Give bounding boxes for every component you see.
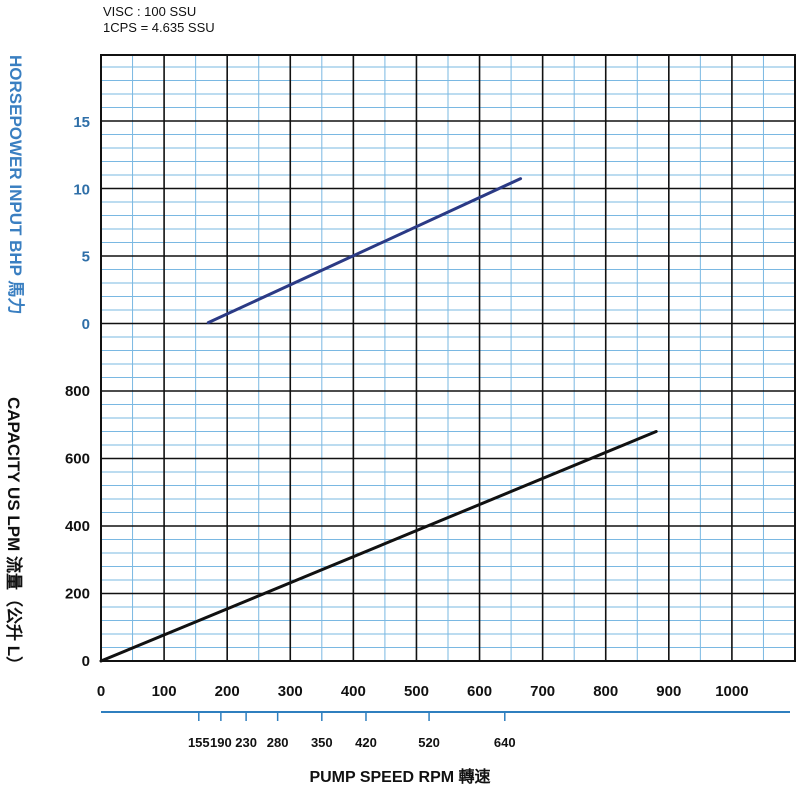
rpm-axis-label: PUMP SPEED RPM 轉速 xyxy=(309,767,490,786)
plot-frame xyxy=(100,54,796,662)
x-tick-label: 300 xyxy=(278,683,303,700)
horsepower-tick-label: 15 xyxy=(73,114,90,131)
cps-conversion-note: 1CPS = 4.635 SSU xyxy=(103,20,215,35)
x-tick-label: 500 xyxy=(404,683,429,700)
x-tick-label: 400 xyxy=(341,683,366,700)
rpm-tick-label: 350 xyxy=(311,735,333,750)
rpm-tick-label: 520 xyxy=(418,735,440,750)
rpm-tick-label: 280 xyxy=(267,735,289,750)
horsepower-series-line xyxy=(206,177,523,325)
capacity-tick-label: 800 xyxy=(65,383,90,400)
x-tick-label: 700 xyxy=(530,683,555,700)
tick-labels: 0 100 200 300 400 500 600 700 800 900 100002004006… xyxy=(65,114,790,750)
horsepower-tick-label: 10 xyxy=(73,181,90,198)
capacity-tick-label: 600 xyxy=(65,451,90,468)
x-tick-label: 100 xyxy=(152,683,177,700)
x-tick-label: 200 xyxy=(215,683,240,700)
x-tick-label: 800 xyxy=(593,683,618,700)
capacity-axis-label: CAPACITY US LPM 流量（公升 L） xyxy=(4,397,24,673)
x-tick-label: 900 xyxy=(656,683,681,700)
viscosity-note: VISC : 100 SSU xyxy=(103,4,196,19)
rpm-tick-label: 640 xyxy=(494,735,516,750)
x-tick-label: 600 xyxy=(467,683,492,700)
capacity-series-line xyxy=(99,430,658,663)
capacity-tick-label: 0 xyxy=(82,653,90,670)
horsepower-tick-label: 0 xyxy=(82,316,90,333)
rpm-tick-label: 230 xyxy=(235,735,257,750)
x-tick-label: 1000 xyxy=(715,683,748,700)
rpm-tick-label: 155 xyxy=(188,735,210,750)
capacity-tick-label: 200 xyxy=(65,586,90,603)
horsepower-tick-label: 5 xyxy=(82,249,90,266)
capacity-tick-label: 400 xyxy=(65,518,90,535)
x-tick-label: 0 xyxy=(97,683,105,700)
rpm-tick-label: 420 xyxy=(355,735,377,750)
series-lines xyxy=(99,177,658,663)
rpm-tick-label: 190 xyxy=(210,735,232,750)
chart-grid xyxy=(100,54,796,662)
horsepower-axis-label: HORSEPOWER INPUT BHP 馬力 xyxy=(6,55,26,314)
